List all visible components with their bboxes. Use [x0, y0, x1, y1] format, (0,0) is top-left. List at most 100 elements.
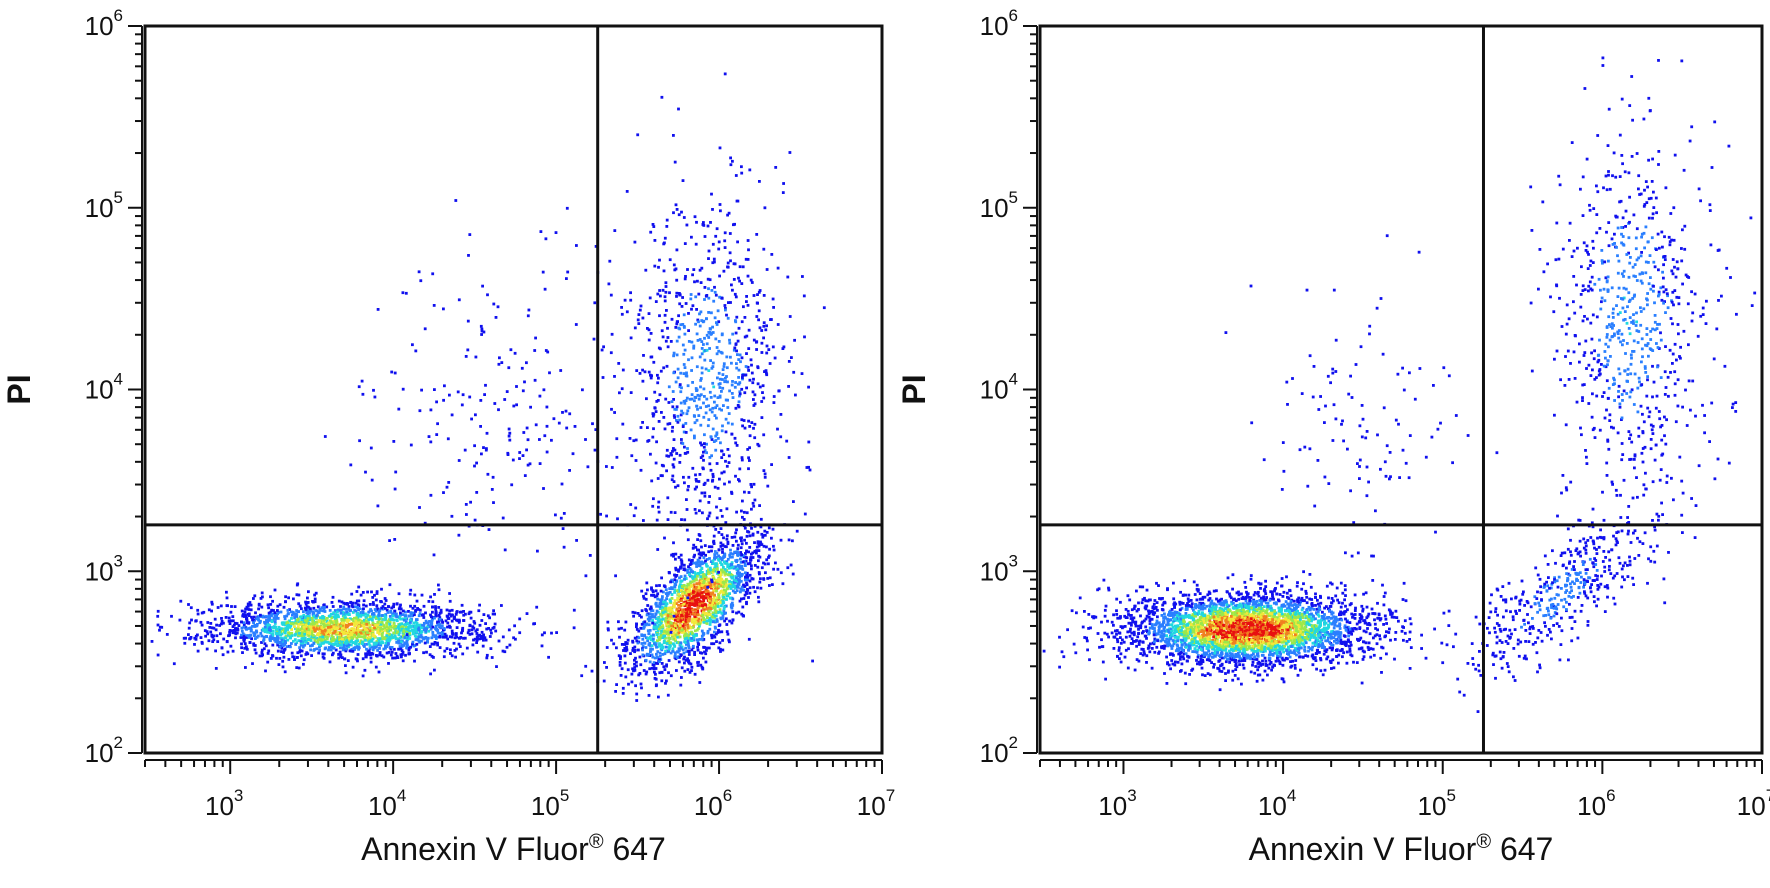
data-point: [679, 611, 682, 614]
data-point: [306, 617, 310, 620]
data-point: [676, 625, 680, 629]
data-point: [665, 448, 669, 452]
data-point: [414, 620, 418, 624]
data-point: [654, 661, 658, 665]
data-point: [742, 419, 746, 422]
data-point: [667, 647, 671, 651]
data-point: [305, 651, 309, 655]
data-point: [710, 592, 713, 596]
data-point: [411, 614, 414, 618]
data-point: [685, 396, 689, 400]
data-point: [188, 621, 192, 625]
data-point: [405, 627, 408, 631]
data-point: [306, 619, 310, 623]
data-point: [672, 627, 675, 631]
data-point: [393, 625, 396, 629]
data-point: [336, 644, 339, 647]
data-point: [693, 553, 696, 557]
data-point: [744, 552, 747, 555]
data-point: [715, 462, 719, 465]
data-point: [657, 627, 661, 631]
data-point: [720, 408, 723, 412]
data-point: [667, 385, 671, 389]
data-point: [340, 619, 344, 623]
data-point: [686, 447, 689, 450]
data-point: [322, 626, 326, 629]
data-point: [740, 282, 744, 285]
data-point: [390, 606, 394, 610]
data-point: [648, 667, 652, 671]
data-point: [658, 642, 661, 645]
data-point: [639, 304, 643, 308]
data-point: [657, 636, 661, 639]
data-point: [672, 622, 676, 625]
data-point: [624, 620, 628, 624]
data-point: [363, 668, 367, 672]
data-point: [671, 647, 675, 651]
data-point: [682, 601, 686, 604]
data-point: [717, 593, 721, 597]
data-point: [377, 614, 381, 617]
data-point: [705, 649, 708, 652]
data-point: [753, 422, 757, 426]
data-point: [704, 553, 707, 557]
data-point: [202, 610, 206, 614]
data-point: [651, 609, 655, 613]
data-point: [709, 327, 712, 331]
data-point: [760, 329, 764, 332]
data-point: [425, 627, 428, 631]
data-point: [621, 692, 625, 695]
data-point: [653, 390, 657, 394]
data-point: [630, 680, 634, 684]
data-point: [699, 377, 703, 380]
data-point: [731, 552, 735, 556]
data-point: [728, 571, 731, 574]
data-point: [666, 591, 669, 595]
data-point: [695, 562, 698, 566]
data-point: [683, 669, 687, 673]
data-point: [734, 319, 737, 322]
data-point: [226, 650, 230, 654]
data-point: [696, 538, 699, 541]
data-point: [747, 550, 751, 554]
data-point: [708, 462, 712, 466]
data-point: [714, 434, 718, 438]
data-point: [307, 628, 311, 632]
data-point: [705, 578, 709, 582]
data-point: [736, 578, 740, 581]
data-point: [672, 351, 676, 355]
data-point: [677, 603, 680, 607]
data-point: [703, 449, 707, 452]
data-point: [649, 638, 653, 641]
data-point: [215, 634, 219, 638]
data-point: [690, 596, 694, 600]
data-point: [695, 565, 698, 568]
data-point: [668, 617, 671, 621]
data-point: [714, 528, 718, 531]
data-point: [357, 625, 360, 628]
data-point: [676, 367, 680, 371]
data-point: [757, 318, 760, 322]
data-point: [286, 623, 290, 627]
data-point: [351, 605, 355, 609]
data-point: [654, 461, 658, 465]
data-point: [686, 450, 690, 454]
data-point: [269, 603, 273, 606]
data-point: [376, 615, 380, 619]
data-point: [240, 646, 243, 650]
data-point: [397, 607, 401, 611]
data-point: [471, 643, 475, 647]
data-point: [273, 588, 277, 592]
data-point: [245, 617, 248, 621]
data-point: [644, 597, 648, 601]
data-point: [635, 692, 639, 696]
data-point: [227, 616, 231, 620]
data-point: [397, 639, 400, 643]
data-point: [233, 631, 237, 635]
data-point: [683, 348, 687, 352]
data-point: [755, 348, 758, 351]
data-point: [376, 643, 380, 647]
data-point: [282, 605, 286, 609]
data-point: [734, 531, 738, 535]
data-point: [681, 585, 684, 588]
